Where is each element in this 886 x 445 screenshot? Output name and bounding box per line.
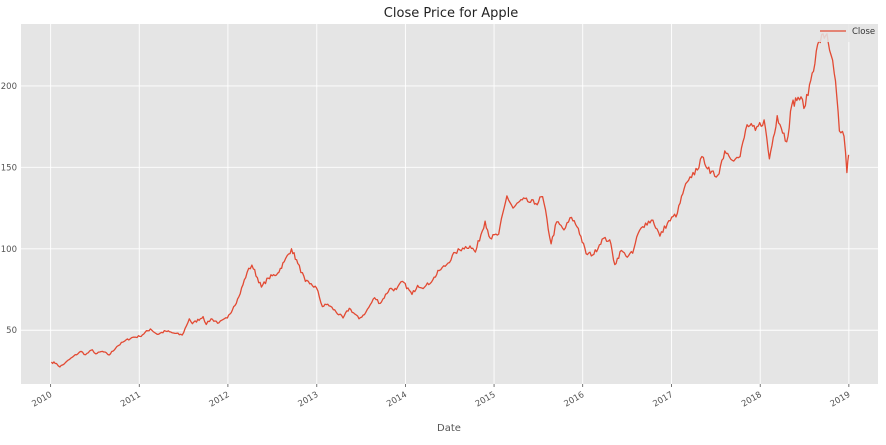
y-tick-label: 100 [1,245,17,255]
y-tick-label: 150 [1,163,17,173]
y-tick-label: 50 [6,326,17,336]
x-tick-label: 2014 [385,390,409,409]
chart-title: Close Price for Apple [384,6,518,21]
x-tick-label: 2015 [474,390,498,409]
x-tick-label: 2012 [208,390,232,409]
x-tick-label: 2013 [297,390,321,409]
plot-area [21,24,878,384]
x-tick-label: 2011 [119,390,143,409]
x-tick-label: 2010 [30,390,54,409]
x-axis-label: Date [437,423,461,434]
legend-label-close: Close [852,27,875,37]
legend-box [812,24,876,42]
grid-lines [21,24,878,384]
series-line-close [50,33,850,368]
x-tick-label: 2019 [829,390,853,409]
legend: Close [812,24,876,42]
y-axis-ticks: 50 100 150 200 [1,82,17,336]
x-tick-label: 2017 [651,390,675,409]
y-tick-label: 200 [1,82,17,92]
x-tick-label: 2016 [562,390,586,409]
x-tick-label: 2018 [740,390,764,409]
x-axis-ticks: 2010 2011 2012 2013 2014 2015 2016 2017 2018 2019 [30,384,852,409]
